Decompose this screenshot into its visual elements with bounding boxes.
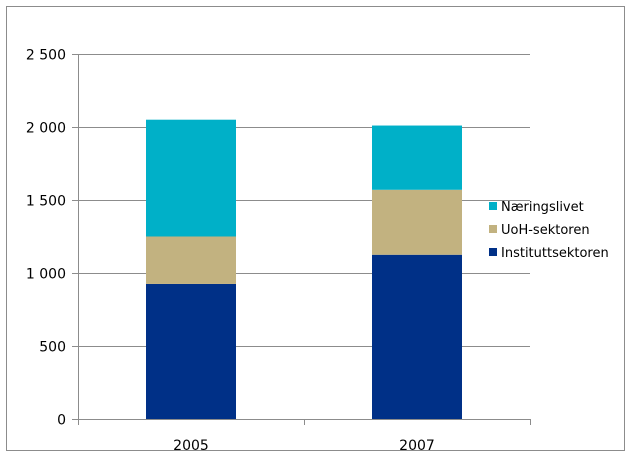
legend-swatch [489,225,497,233]
y-tick-label: 2 500 [26,48,66,64]
x-tick-label: 2007 [399,438,435,454]
y-tick-labels: 0 500 1 000 1 500 2 000 2 500 [26,48,66,429]
legend-swatch [489,248,497,256]
legend-swatch [489,202,497,210]
legend: Næringslivet UoH-sektoren Instituttsektore… [489,200,609,261]
y-tick-label: 1 000 [26,267,66,283]
bars [146,119,462,419]
gridlines [78,54,530,347]
legend-label: Næringslivet [501,200,584,215]
x-tick-label: 2005 [173,438,209,454]
bar-segment [372,254,462,419]
bar-segment [146,236,236,284]
legend-label: UoH-sektoren [501,223,590,238]
y-tick-label: 500 [39,340,66,356]
bar-segment [372,125,462,190]
legend-label: Instituttsektoren [501,246,609,261]
y-tick-label: 2 000 [26,121,66,137]
bar-segment [146,283,236,419]
bar-segment [372,189,462,255]
axes [72,54,531,425]
x-tick-labels: 2005 2007 [173,438,435,454]
y-tick-label: 0 [57,413,66,429]
chart-frame [6,6,625,451]
y-tick-label: 1 500 [26,194,66,210]
bar-segment [146,119,236,237]
